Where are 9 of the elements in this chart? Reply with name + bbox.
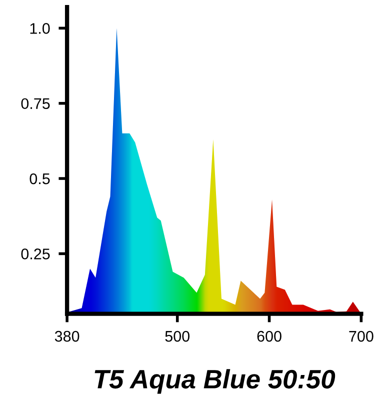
- x-tick-label: 600: [257, 330, 282, 342]
- y-tick-label: 0.5: [30, 173, 50, 184]
- x-tick-label: 380: [54, 330, 80, 342]
- x-tick-label: 700: [349, 330, 374, 342]
- y-tick-label: 0.75: [21, 98, 50, 110]
- y-tick-label: 1.0: [30, 23, 50, 34]
- text: T5 Aqua Blue 50:50: [94, 369, 336, 394]
- y-tick-label: 0.25: [21, 248, 50, 260]
- x-tick-label: 500: [165, 330, 190, 342]
